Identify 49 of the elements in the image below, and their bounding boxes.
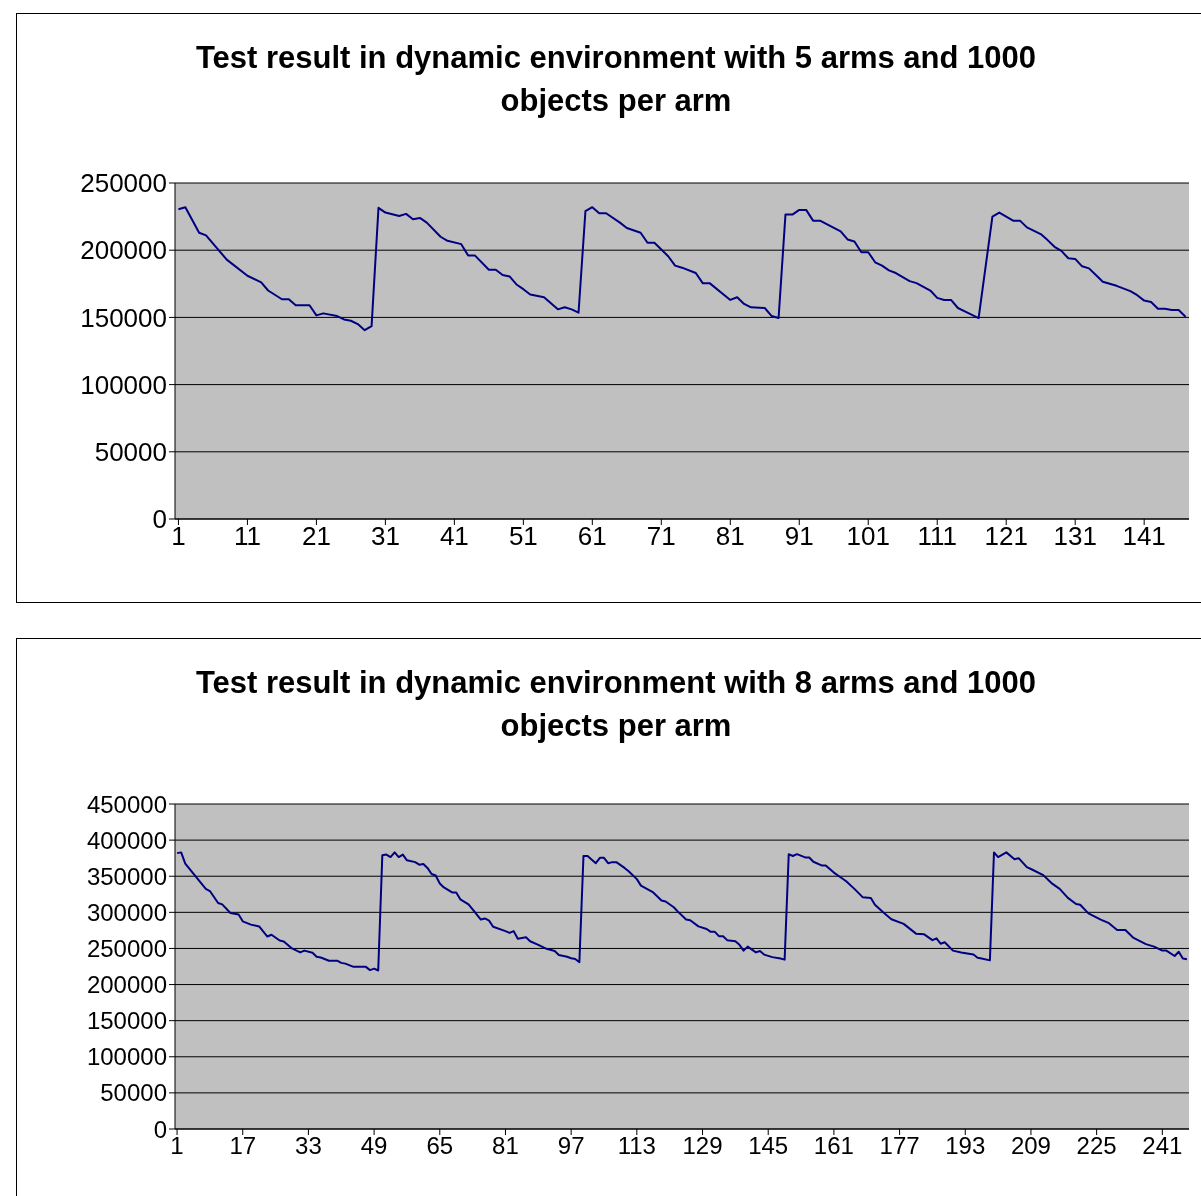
chart-title: Test result in dynamic environment with 5 arms and 1000 objects per arm (194, 39, 1038, 120)
x-tick-label: 131 (1053, 521, 1097, 552)
y-tick-label: 50000 (94, 437, 167, 468)
y-tick-label: 200000 (80, 235, 167, 266)
y-tick-label: 300000 (86, 898, 167, 926)
chart-title: Test result in dynamic environment with 8 arms and 1000 objects per arm (194, 664, 1038, 745)
y-tick-label: 150000 (80, 302, 167, 333)
x-tick-label: 71 (646, 521, 676, 552)
y-tick-label: 400000 (86, 826, 167, 854)
y-tick-label: 150000 (86, 1007, 167, 1035)
x-tick-label: 161 (813, 1132, 854, 1160)
x-tick-label: 31 (370, 521, 400, 552)
x-tick-label: 91 (784, 521, 814, 552)
x-tick-label: 11 (233, 521, 261, 552)
x-tick-label: 177 (879, 1132, 920, 1160)
x-tick-label: 21 (301, 521, 331, 552)
y-tick-label: 450000 (86, 790, 167, 818)
x-tick-label: 49 (360, 1132, 388, 1160)
x-tick-label: 209 (1010, 1132, 1051, 1160)
x-tick-label: 17 (229, 1132, 257, 1160)
x-tick-label: 241 (1142, 1132, 1183, 1160)
y-tick-label: 0 (153, 1115, 167, 1143)
y-tick-label: 100000 (80, 369, 167, 400)
x-tick-label: 193 (945, 1132, 986, 1160)
x-tick-label: 129 (682, 1132, 723, 1160)
x-tick-label: 97 (557, 1132, 585, 1160)
x-tick-label: 1 (170, 1132, 184, 1160)
x-tick-label: 113 (617, 1132, 656, 1160)
y-tick-label: 350000 (86, 862, 167, 890)
y-tick-label: 100000 (86, 1043, 167, 1071)
x-tick-label: 145 (748, 1132, 789, 1160)
x-tick-label: 141 (1122, 521, 1166, 552)
x-tick-label: 51 (508, 521, 538, 552)
x-tick-label: 81 (492, 1132, 519, 1160)
x-tick-label: 81 (715, 521, 745, 552)
x-tick-label: 33 (295, 1132, 322, 1160)
y-tick-label: 50000 (100, 1079, 167, 1107)
y-tick-label: 200000 (86, 971, 167, 999)
x-tick-label: 61 (577, 521, 607, 552)
x-tick-label: 41 (439, 521, 469, 552)
y-tick-label: 250000 (80, 168, 167, 199)
x-tick-label: 225 (1076, 1132, 1117, 1160)
x-tick-label: 65 (426, 1132, 454, 1160)
x-tick-label: 1 (171, 521, 186, 552)
x-tick-label: 121 (984, 521, 1028, 552)
x-tick-label: 111 (917, 521, 957, 552)
x-tick-label: 101 (846, 521, 890, 552)
y-tick-label: 0 (152, 504, 167, 535)
y-tick-label: 250000 (86, 934, 167, 962)
